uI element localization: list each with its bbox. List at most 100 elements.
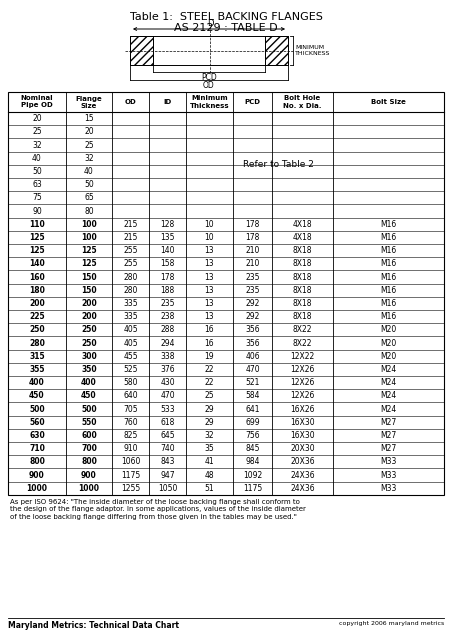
Text: 13: 13	[204, 285, 214, 294]
Text: 255: 255	[123, 246, 138, 255]
Text: M16: M16	[380, 299, 396, 308]
Text: 641: 641	[245, 404, 259, 413]
Text: 16: 16	[204, 339, 214, 348]
Text: 825: 825	[123, 431, 138, 440]
Text: M16: M16	[380, 220, 396, 228]
Text: 455: 455	[123, 352, 138, 361]
Text: 235: 235	[245, 273, 259, 282]
Text: 705: 705	[123, 404, 138, 413]
Text: 29: 29	[204, 404, 214, 413]
Text: 140: 140	[160, 246, 175, 255]
Text: Maryland Metrics: Technical Data Chart: Maryland Metrics: Technical Data Chart	[8, 621, 179, 630]
Text: 25: 25	[84, 141, 94, 150]
Text: M20: M20	[380, 339, 396, 348]
Text: 845: 845	[245, 444, 259, 453]
Text: 560: 560	[29, 418, 45, 427]
Text: 645: 645	[160, 431, 175, 440]
Text: 8X18: 8X18	[292, 285, 312, 294]
Text: 125: 125	[29, 246, 45, 255]
Text: 24X36: 24X36	[290, 484, 314, 493]
Text: 40: 40	[32, 154, 42, 163]
Text: copyright 2006 maryland metrics: copyright 2006 maryland metrics	[338, 621, 443, 626]
Text: 12X26: 12X26	[290, 391, 314, 400]
Text: 294: 294	[160, 339, 175, 348]
Text: 700: 700	[81, 444, 97, 453]
Text: 12X22: 12X22	[290, 352, 314, 361]
Text: 22: 22	[204, 378, 214, 387]
Bar	[130, 36, 152, 65]
Text: 158: 158	[160, 259, 174, 268]
Bar	[264, 36, 287, 65]
Text: 405: 405	[123, 325, 138, 334]
Text: 521: 521	[245, 378, 259, 387]
Text: 178: 178	[160, 273, 174, 282]
Text: 315: 315	[29, 352, 45, 361]
Text: 280: 280	[29, 339, 45, 348]
Text: 900: 900	[29, 470, 45, 479]
Text: 843: 843	[160, 458, 175, 467]
Text: 19: 19	[204, 352, 214, 361]
Text: 760: 760	[123, 418, 138, 427]
Text: 200: 200	[81, 312, 97, 321]
Text: Bolt Hole
No. x Dia.: Bolt Hole No. x Dia.	[283, 95, 321, 109]
Text: 125: 125	[29, 233, 45, 242]
Text: 50: 50	[32, 167, 42, 176]
Text: M24: M24	[380, 404, 396, 413]
Text: 630: 630	[29, 431, 45, 440]
Text: 406: 406	[244, 352, 259, 361]
Text: 800: 800	[81, 458, 97, 467]
Text: 125: 125	[81, 259, 97, 268]
Text: 51: 51	[204, 484, 214, 493]
Text: 800: 800	[29, 458, 45, 467]
Text: M16: M16	[380, 273, 396, 282]
Text: 13: 13	[204, 259, 214, 268]
Text: 618: 618	[160, 418, 174, 427]
Text: 4X18: 4X18	[292, 233, 312, 242]
Text: M16: M16	[380, 233, 396, 242]
Text: 1175: 1175	[242, 484, 262, 493]
Text: M27: M27	[380, 418, 396, 427]
Text: Nominal
Pipe OD: Nominal Pipe OD	[21, 95, 53, 109]
Text: 215: 215	[123, 233, 138, 242]
Text: M27: M27	[380, 444, 396, 453]
Text: 32: 32	[84, 154, 94, 163]
Text: 48: 48	[204, 470, 214, 479]
Text: 100: 100	[81, 233, 97, 242]
Text: M33: M33	[379, 458, 396, 467]
Text: 450: 450	[81, 391, 97, 400]
Text: MINIMUM
THICKNESS: MINIMUM THICKNESS	[295, 45, 330, 56]
Text: 1000: 1000	[27, 484, 47, 493]
Text: 376: 376	[160, 365, 175, 374]
Text: 740: 740	[160, 444, 175, 453]
Text: 188: 188	[160, 285, 174, 294]
Text: AS 2129 : TABLE D: AS 2129 : TABLE D	[174, 23, 277, 33]
Text: 1060: 1060	[120, 458, 140, 467]
Text: of the loose backing flange differing from those given in the tables may be used: of the loose backing flange differing fr…	[10, 514, 296, 520]
Text: PCD: PCD	[201, 73, 216, 82]
Text: 400: 400	[29, 378, 45, 387]
Text: 20X30: 20X30	[290, 444, 314, 453]
Text: OD: OD	[202, 81, 214, 90]
Text: 338: 338	[160, 352, 175, 361]
Text: 300: 300	[81, 352, 97, 361]
Text: 200: 200	[29, 299, 45, 308]
Text: 135: 135	[160, 233, 175, 242]
Text: 150: 150	[81, 273, 97, 282]
Text: M33: M33	[379, 484, 396, 493]
Text: 10: 10	[204, 233, 214, 242]
Text: 525: 525	[123, 365, 138, 374]
Text: OD: OD	[124, 99, 136, 105]
Text: 13: 13	[204, 246, 214, 255]
Text: 178: 178	[245, 233, 259, 242]
Text: 288: 288	[160, 325, 174, 334]
Text: 533: 533	[160, 404, 175, 413]
Text: 1175: 1175	[120, 470, 140, 479]
Text: 356: 356	[244, 339, 259, 348]
Text: 13: 13	[204, 299, 214, 308]
Text: 35: 35	[204, 444, 214, 453]
Text: 25: 25	[32, 127, 42, 136]
Text: 200: 200	[81, 299, 97, 308]
Bar	[8, 92, 443, 495]
Text: 1000: 1000	[78, 484, 99, 493]
Text: 140: 140	[29, 259, 45, 268]
